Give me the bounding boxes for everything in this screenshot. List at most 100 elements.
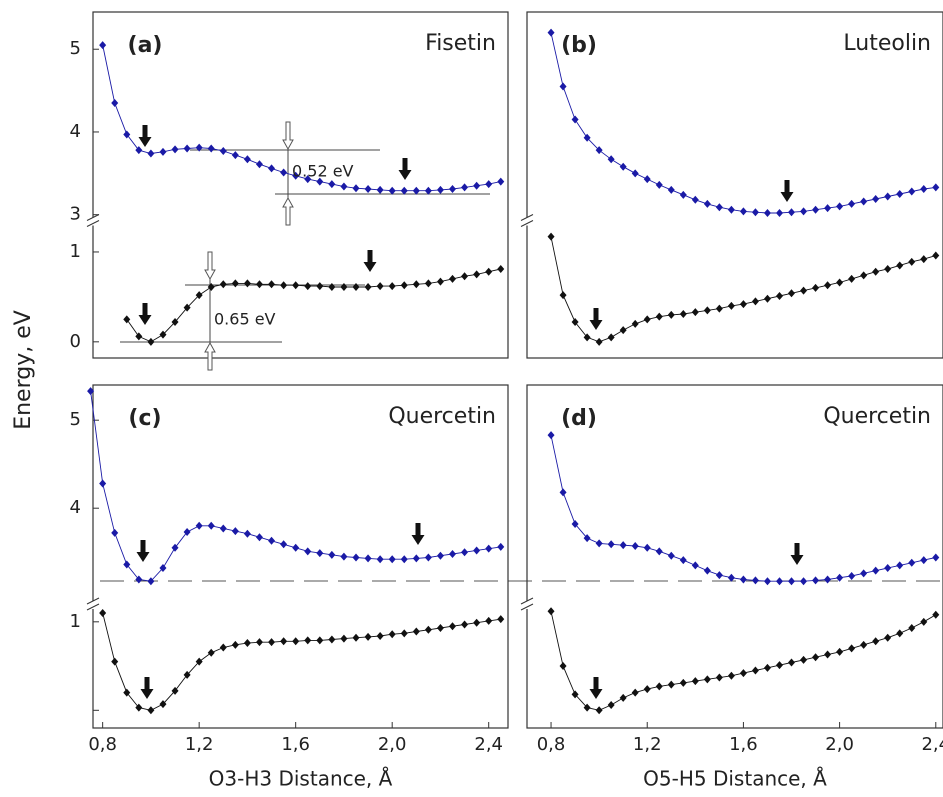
data-point xyxy=(413,187,420,195)
data-point xyxy=(896,190,903,198)
data-point xyxy=(232,527,239,535)
data-point xyxy=(244,639,251,647)
data-point xyxy=(304,636,311,644)
data-point xyxy=(497,265,504,273)
pointer-arrow xyxy=(590,308,603,330)
data-point xyxy=(752,666,759,674)
pointer-arrow xyxy=(412,523,425,545)
data-point xyxy=(208,283,215,291)
data-point xyxy=(548,29,555,37)
data-point xyxy=(824,651,831,659)
data-point xyxy=(461,620,468,628)
annotation-guides xyxy=(120,122,490,370)
data-point xyxy=(461,183,468,191)
data-point xyxy=(473,270,480,278)
data-point xyxy=(340,635,347,643)
data-point xyxy=(425,626,432,634)
y-axis-label: Energy, eV xyxy=(11,310,36,430)
data-point xyxy=(860,197,867,205)
figure: Energy, eV 34501(a)Fisetin0.52 eV0.65 eV… xyxy=(0,0,943,797)
data-point xyxy=(932,183,939,191)
data-point xyxy=(824,281,831,289)
data-point xyxy=(548,431,555,439)
data-point xyxy=(920,618,927,626)
data-point xyxy=(560,662,567,670)
data-point xyxy=(872,637,879,645)
x-tick-label: 1,2 xyxy=(185,734,214,755)
data-point xyxy=(716,305,723,313)
plot-frame xyxy=(527,385,943,728)
data-point xyxy=(920,255,927,263)
data-point xyxy=(328,180,335,188)
data-point xyxy=(644,315,651,323)
data-point xyxy=(920,556,927,564)
data-point xyxy=(896,261,903,269)
data-point xyxy=(704,675,711,683)
data-point xyxy=(800,207,807,215)
data-point xyxy=(932,252,939,260)
data-point xyxy=(244,155,251,163)
data-point xyxy=(413,280,420,288)
data-point xyxy=(437,552,444,560)
data-point xyxy=(316,636,323,644)
pointer-arrow xyxy=(139,125,152,147)
data-point xyxy=(656,547,663,555)
data-point xyxy=(437,186,444,194)
data-point xyxy=(848,275,855,283)
data-point xyxy=(401,629,408,637)
data-point xyxy=(800,577,807,585)
data-point xyxy=(268,164,275,172)
data-point xyxy=(352,553,359,561)
data-point xyxy=(485,545,492,553)
pointer-arrow xyxy=(590,677,603,699)
data-point xyxy=(377,282,384,290)
data-point xyxy=(824,575,831,583)
gap-arrow xyxy=(283,122,293,149)
y-tick-label: 4 xyxy=(70,497,81,518)
data-point xyxy=(776,661,783,669)
data-point xyxy=(365,283,372,291)
data-point xyxy=(328,283,335,291)
data-point xyxy=(716,674,723,682)
data-point xyxy=(304,282,311,290)
data-point xyxy=(413,554,420,562)
data-point xyxy=(680,310,687,318)
panel-label: (c) xyxy=(128,406,161,431)
data-point xyxy=(716,203,723,211)
data-point xyxy=(437,624,444,632)
data-point xyxy=(668,186,675,194)
x-tick-label: 1,2 xyxy=(633,734,662,755)
data-point xyxy=(232,151,239,159)
data-point xyxy=(692,308,699,316)
data-point xyxy=(896,629,903,637)
data-point xyxy=(208,522,215,530)
data-point xyxy=(232,641,239,649)
data-point xyxy=(365,554,372,562)
pointer-arrow xyxy=(791,543,804,565)
data-point xyxy=(656,313,663,321)
data-point xyxy=(932,611,939,619)
data-point xyxy=(596,706,603,714)
data-point xyxy=(377,186,384,194)
panel-title: Quercetin xyxy=(823,404,931,429)
data-point xyxy=(764,577,771,585)
data-point xyxy=(208,649,215,657)
data-point xyxy=(413,628,420,636)
data-point xyxy=(752,297,759,305)
pointer-arrow xyxy=(399,158,412,180)
data-point xyxy=(184,145,191,153)
x-tick-label: 0,8 xyxy=(537,734,566,755)
data-point xyxy=(788,577,795,585)
data-point xyxy=(268,280,275,288)
data-point xyxy=(692,561,699,569)
x-tick-label: 2,4 xyxy=(921,734,943,755)
data-point xyxy=(365,633,372,641)
y-tick-label: 1 xyxy=(70,611,81,632)
panel-title: Luteolin xyxy=(843,31,931,56)
data-point xyxy=(872,268,879,276)
data-point xyxy=(644,175,651,183)
data-point xyxy=(884,192,891,200)
data-point xyxy=(196,522,203,530)
data-point xyxy=(280,637,287,645)
data-point xyxy=(668,681,675,689)
